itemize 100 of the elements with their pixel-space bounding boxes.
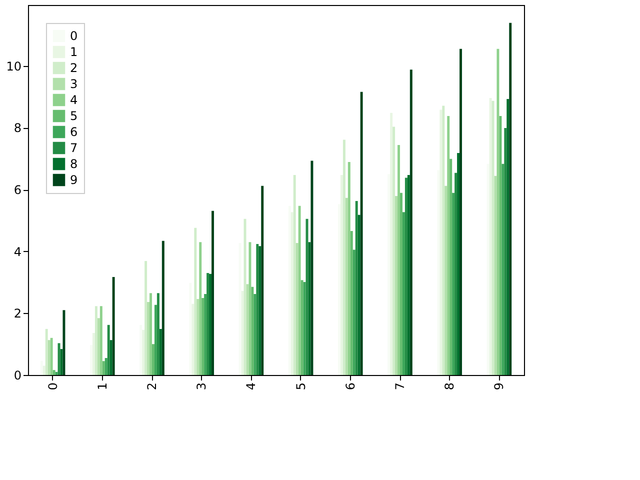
bar xyxy=(97,318,100,375)
bar xyxy=(194,228,197,375)
bar xyxy=(404,178,408,375)
y-tick-label: 8 xyxy=(14,121,22,136)
bar xyxy=(352,250,356,375)
bar xyxy=(199,242,202,375)
legend-label: 1 xyxy=(70,45,78,59)
x-tick-label: 4 xyxy=(244,382,258,390)
y-tick-label: 4 xyxy=(14,244,22,259)
bar xyxy=(261,186,264,375)
bar xyxy=(162,240,164,375)
bar xyxy=(355,200,358,375)
bar xyxy=(300,280,304,375)
x-tick-label: 3 xyxy=(194,382,209,390)
bar xyxy=(410,70,412,375)
bar xyxy=(345,198,348,375)
bar xyxy=(104,358,108,375)
bar xyxy=(55,372,58,375)
x-tick-label: 1 xyxy=(95,382,110,390)
bar xyxy=(460,48,462,375)
legend-label: 0 xyxy=(70,29,78,43)
bar xyxy=(390,112,393,375)
legend-label: 8 xyxy=(70,157,78,171)
bar xyxy=(298,206,301,375)
bar xyxy=(489,98,492,375)
bar xyxy=(159,328,162,375)
bar xyxy=(92,332,95,375)
bar xyxy=(52,370,56,375)
legend-label: 2 xyxy=(70,61,78,75)
bar xyxy=(48,340,50,375)
bar xyxy=(248,242,252,375)
bar xyxy=(392,126,396,375)
bar xyxy=(358,214,360,375)
bar xyxy=(310,160,314,375)
legend-label: 6 xyxy=(70,125,78,139)
bar xyxy=(251,286,254,375)
bar xyxy=(62,310,66,375)
bar xyxy=(444,186,448,375)
bar xyxy=(142,330,145,375)
bar xyxy=(192,304,194,375)
bar xyxy=(152,344,154,375)
bar xyxy=(50,338,53,375)
bar xyxy=(308,242,311,375)
bar xyxy=(499,116,502,375)
bar xyxy=(407,175,410,375)
bar xyxy=(450,158,452,375)
x-tick-label: 7 xyxy=(393,382,407,390)
bar xyxy=(502,164,504,375)
bar xyxy=(112,277,115,375)
bar xyxy=(342,140,346,375)
bar xyxy=(506,98,510,375)
bar xyxy=(348,162,350,375)
bar xyxy=(206,272,210,375)
bar xyxy=(154,304,157,375)
bar xyxy=(60,349,63,375)
bar xyxy=(290,212,294,375)
bar xyxy=(204,294,207,375)
bar xyxy=(509,22,512,375)
bar xyxy=(107,324,110,375)
bar xyxy=(147,302,150,375)
bar xyxy=(144,260,148,375)
bar xyxy=(496,48,500,375)
x-tick-label: 2 xyxy=(145,382,159,390)
legend-label: 7 xyxy=(70,141,78,155)
x-tick-label: 6 xyxy=(343,382,358,390)
x-tick-label: 5 xyxy=(294,382,308,390)
bar xyxy=(296,243,298,375)
legend-label: 9 xyxy=(70,173,78,187)
legend-label: 4 xyxy=(70,93,78,107)
bar xyxy=(457,153,460,375)
bar xyxy=(150,293,152,375)
bar xyxy=(360,92,363,375)
bar xyxy=(258,246,262,375)
bar xyxy=(110,340,112,375)
y-tick-label: 10 xyxy=(6,59,22,74)
x-tick-label: 9 xyxy=(492,382,506,390)
bar xyxy=(398,145,400,375)
bar xyxy=(293,175,296,375)
bar xyxy=(256,244,259,375)
bar xyxy=(402,212,405,375)
y-tick-label: 2 xyxy=(14,306,22,321)
bar xyxy=(340,175,343,375)
bar xyxy=(196,298,200,375)
bar xyxy=(303,282,306,375)
bar xyxy=(246,284,249,375)
bar xyxy=(350,230,353,375)
bar xyxy=(400,192,402,375)
bar xyxy=(442,106,445,375)
legend-label: 3 xyxy=(70,77,78,91)
bar xyxy=(447,116,450,375)
bar xyxy=(42,366,46,375)
y-tick-label: 6 xyxy=(14,183,22,198)
bar xyxy=(102,361,105,375)
x-tick-label: 8 xyxy=(442,382,457,390)
bar xyxy=(156,293,160,375)
bar xyxy=(454,172,458,375)
bar xyxy=(494,176,497,375)
bar xyxy=(202,298,204,375)
bar xyxy=(452,192,455,375)
x-tick-label: 0 xyxy=(46,382,60,390)
